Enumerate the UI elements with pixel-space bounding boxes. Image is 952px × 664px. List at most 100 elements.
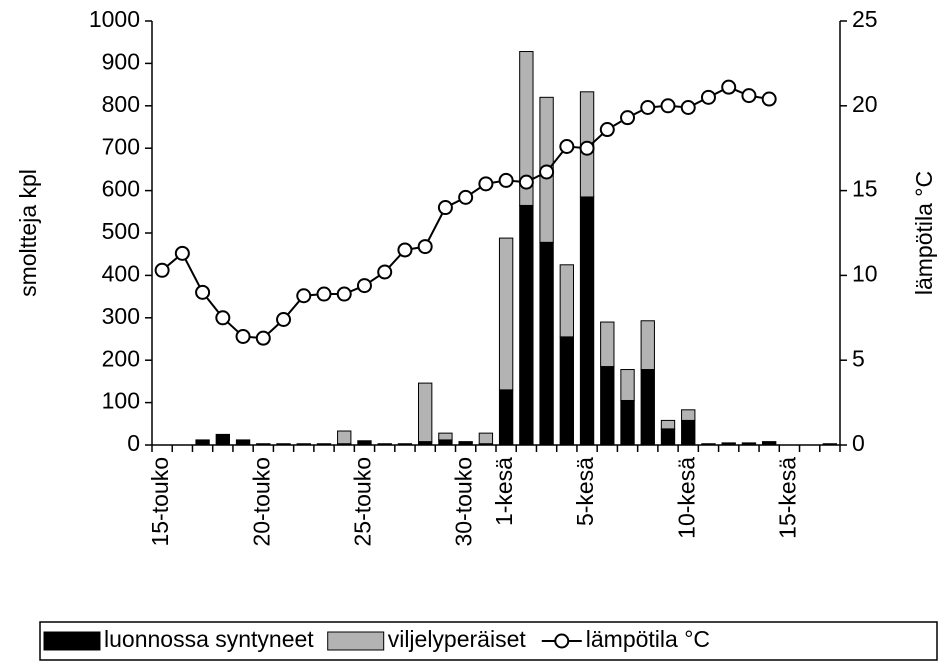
line-marker	[195, 284, 211, 300]
x-tick-label: 5-kesä	[572, 457, 598, 526]
y2-tick-label: 5	[852, 345, 865, 371]
line-marker	[417, 239, 433, 255]
legend-swatch	[43, 631, 101, 651]
bar	[417, 382, 433, 443]
bar	[215, 433, 231, 446]
y2-tick-label: 0	[852, 430, 865, 456]
bar	[701, 443, 716, 446]
line-marker	[336, 286, 352, 302]
line-marker	[437, 200, 453, 216]
legend-swatch	[327, 631, 385, 651]
bar	[822, 443, 838, 446]
legend-label: luonnossa syntyneet	[104, 626, 314, 652]
legend-marker	[554, 633, 570, 649]
bar	[600, 321, 615, 368]
bar	[195, 439, 210, 446]
bar	[741, 442, 757, 446]
x-tick-label: 10-kesä	[673, 457, 699, 539]
line-marker	[498, 172, 514, 188]
bar	[478, 432, 494, 445]
bar	[519, 51, 534, 206]
line-marker	[700, 89, 716, 105]
bar	[640, 320, 655, 371]
bar	[579, 196, 595, 446]
bar	[458, 441, 473, 446]
bar	[600, 366, 615, 446]
bar	[256, 443, 271, 446]
line-marker	[539, 164, 555, 180]
y2-tick-label: 25	[852, 6, 878, 32]
bar	[559, 336, 575, 446]
bar	[660, 428, 676, 446]
legend-label: viljelyperäiset	[388, 626, 527, 652]
bar	[438, 432, 453, 441]
x-tick-label: 20-touko	[248, 457, 274, 547]
line-marker	[478, 176, 494, 192]
bar	[539, 241, 554, 446]
line-marker	[255, 330, 271, 346]
y-tick-label: 100	[102, 388, 140, 414]
bar	[640, 369, 655, 446]
line-marker	[518, 174, 534, 190]
line-marker	[174, 245, 190, 261]
y-tick-label: 500	[102, 218, 140, 244]
line-marker	[599, 122, 615, 138]
x-tick-label: 15-touko	[147, 457, 173, 547]
bar	[519, 204, 534, 446]
line-marker	[356, 278, 372, 294]
y2-tick-label: 10	[852, 260, 878, 286]
bar	[357, 440, 372, 446]
bar	[397, 443, 413, 446]
y-tick-label: 900	[102, 48, 140, 74]
y2-tick-label: 20	[852, 91, 878, 117]
y-tick-label: 0	[127, 430, 140, 456]
bar	[620, 399, 635, 446]
line-marker	[235, 328, 251, 344]
line-marker	[377, 264, 393, 280]
line-marker	[276, 311, 292, 327]
bar	[235, 439, 251, 446]
legend-label: lämpötila °C	[586, 626, 710, 652]
line-marker	[660, 98, 676, 114]
y-tick-label: 600	[102, 176, 140, 202]
x-tick-label: 30-touko	[451, 457, 477, 547]
line-marker	[761, 91, 777, 107]
y-tick-label: 1000	[89, 6, 140, 32]
legend: luonnossa syntyneet viljelyperäiset lämpöt…	[39, 621, 938, 661]
bar	[620, 369, 635, 401]
x-tick-label: 15-kesä	[774, 457, 800, 539]
line-marker	[397, 242, 413, 258]
bar	[660, 419, 676, 430]
bar	[377, 443, 392, 446]
y-axis-title: smoltteja kpl	[15, 169, 41, 297]
legend-box	[39, 621, 938, 661]
line-marker	[316, 286, 332, 302]
bar	[721, 442, 736, 446]
bar	[276, 443, 291, 446]
x-tick-label: 25-touko	[350, 457, 376, 547]
line-marker	[215, 310, 231, 326]
line-marker	[296, 288, 312, 304]
x-tick-label: 1-kesä	[491, 457, 517, 526]
y-tick-label: 400	[102, 260, 140, 286]
line-marker	[721, 79, 737, 95]
y-tick-label: 700	[102, 133, 140, 159]
line-marker	[458, 189, 474, 205]
y-tick-label: 300	[102, 303, 140, 329]
line-marker	[680, 99, 696, 115]
bar	[498, 389, 514, 446]
line-marker	[640, 99, 656, 115]
bar	[438, 439, 453, 446]
bar	[417, 441, 433, 446]
y-tick-label: 800	[102, 91, 140, 117]
bar	[316, 443, 332, 446]
bar	[681, 419, 696, 446]
line-marker	[620, 110, 636, 126]
bar	[296, 443, 311, 446]
bar	[681, 409, 696, 421]
bar	[559, 264, 575, 338]
line-marker	[559, 139, 575, 155]
line-marker	[154, 262, 170, 278]
bar	[337, 430, 352, 445]
